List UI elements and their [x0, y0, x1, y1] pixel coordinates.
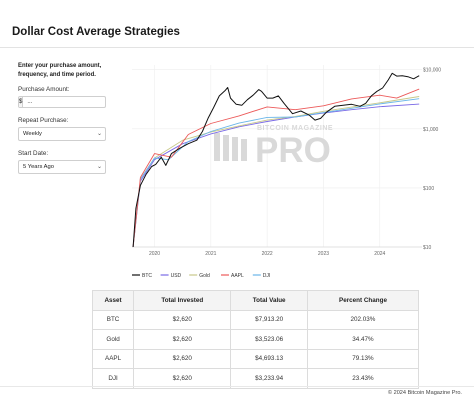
legend-item-usd[interactable]: USD: [171, 273, 182, 279]
x-tick-label: 2021: [205, 251, 216, 257]
form-intro: Enter your purchase amount, frequency, a…: [18, 63, 102, 78]
legend-item-btc[interactable]: BTC: [142, 273, 152, 279]
column-header: Percent Change: [306, 290, 420, 311]
table-cell: $3,523.06: [230, 329, 308, 350]
table-cell: DJI: [91, 368, 135, 389]
purchase-amount-field[interactable]: $: [18, 96, 106, 108]
y-axis-ticks: $10 $100 $1,000 $10,000: [423, 68, 441, 251]
chevron-down-icon: ⌄: [96, 131, 102, 137]
repeat-purchase-label: Repeat Purchase:: [18, 117, 69, 124]
table-cell: $4,693.13: [230, 348, 308, 369]
header-divider: [0, 47, 474, 48]
watermark-logo-bar: [223, 135, 229, 161]
table-cell: 23.43%: [306, 368, 420, 389]
bitcoin-magazine-pro-watermark: BITCOIN MAGAZINE PRO: [214, 125, 333, 170]
watermark-logo-bar: [241, 139, 247, 161]
table-cell: 34.47%: [306, 329, 420, 350]
y-tick-label: $100: [423, 186, 434, 192]
start-date-value: 5 Years Ago: [23, 164, 54, 170]
x-tick-label: 2022: [262, 251, 273, 257]
page-title: Dollar Cost Average Strategies: [12, 26, 180, 38]
table-row: DJI $2,620 $3,233.94 23.43%: [91, 368, 420, 389]
table-row: Gold $2,620 $3,523.06 34.47%: [91, 329, 420, 350]
purchase-amount-input[interactable]: [23, 97, 106, 107]
table-row: BTC $2,620 $7,913.20 202.03%: [91, 309, 420, 330]
table-cell: BTC: [91, 309, 135, 330]
start-date-label: Start Date:: [18, 150, 49, 157]
watermark-top-text: BITCOIN MAGAZINE: [257, 125, 333, 132]
table-cell: $2,620: [133, 368, 232, 389]
column-header: Total Value: [230, 290, 308, 311]
chevron-down-icon: ⌄: [96, 164, 102, 170]
footer-divider: [0, 386, 474, 387]
chart-gridlines: [132, 65, 422, 248]
watermark-logo-bar: [214, 133, 220, 161]
y-tick-label: $1,000: [423, 127, 439, 133]
table-cell: 202.03%: [306, 309, 420, 330]
copyright-text: © 2024 Bitcoin Magazine Pro.: [387, 390, 462, 396]
column-header: Asset: [91, 290, 135, 311]
x-tick-label: 2023: [318, 251, 329, 257]
y-tick-label: $10,000: [423, 68, 441, 74]
purchase-amount-label: Purchase Amount:: [18, 86, 70, 93]
start-date-select[interactable]: 5 Years Ago ⌄: [18, 160, 106, 174]
table-header-row: Asset Total Invested Total Value Percent…: [91, 290, 420, 311]
legend-item-gold[interactable]: Gold: [199, 273, 210, 279]
table-cell: $2,620: [133, 348, 232, 369]
watermark-main-text: PRO: [255, 131, 331, 170]
table-cell: $7,913.20: [230, 309, 308, 330]
table-cell: AAPL: [91, 348, 135, 369]
table-row: AAPL $2,620 $4,693.13 79.13%: [91, 348, 420, 369]
chart-legend[interactable]: BTC USD Gold AAPL DJI: [132, 273, 270, 279]
x-tick-label: 2024: [374, 251, 385, 257]
watermark-logo-bar: [232, 137, 238, 161]
legend-item-dji[interactable]: DJI: [263, 273, 271, 279]
dji-series-line: [132, 98, 420, 248]
btc-series-line: [132, 72, 420, 248]
repeat-purchase-select[interactable]: Weekly ⌄: [18, 127, 106, 141]
table-cell: 79.13%: [306, 348, 420, 369]
currency-symbol: $: [19, 97, 24, 107]
usd-series-line: [132, 103, 420, 248]
results-table: Asset Total Invested Total Value Percent…: [91, 290, 420, 389]
dca-line-chart: BITCOIN MAGAZINE PRO $10 $100 $1,000 $10,00…: [132, 65, 441, 279]
table-cell: $2,620: [133, 329, 232, 350]
table-cell: $2,620: [133, 309, 232, 330]
purchase-form: Enter your purchase amount, frequency, a…: [18, 62, 106, 174]
table-cell: Gold: [91, 329, 135, 350]
column-header: Total Invested: [133, 290, 232, 311]
repeat-purchase-value: Weekly: [23, 131, 42, 137]
x-tick-label: 2020: [149, 251, 160, 257]
gold-series-line: [132, 96, 420, 248]
legend-item-aapl[interactable]: AAPL: [231, 273, 244, 279]
chart-series: [132, 72, 420, 248]
y-tick-label: $10: [423, 245, 432, 251]
aapl-series-line: [132, 88, 420, 248]
x-axis-ticks: 2020 2021 2022 2023 2024: [149, 251, 386, 257]
